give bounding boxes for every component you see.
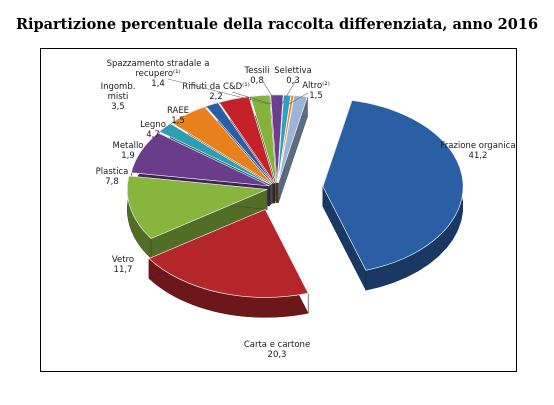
slice-name: misti — [108, 92, 129, 102]
slice-value: 11,7 — [114, 265, 133, 275]
leader-line — [281, 79, 297, 105]
pie-slice-7 — [218, 96, 275, 184]
slice-name: Ingomb. — [101, 82, 136, 92]
slice-value: 20,3 — [268, 350, 287, 360]
slice-name: RAEE — [167, 106, 189, 116]
slice-name: Selettiva — [274, 66, 311, 76]
slice-value: 0,8 — [250, 76, 264, 86]
slice-label: Carta e cartone 20,3 — [244, 340, 310, 360]
pie-slice-11 — [277, 95, 295, 184]
slice-name: Plastica — [96, 167, 129, 177]
leader-line — [261, 79, 278, 105]
leader-line — [288, 92, 309, 105]
slice-value: 0,3 — [286, 76, 300, 86]
slice-value: 2,2 — [209, 92, 223, 102]
slice-label: Selettiva 0,3 — [274, 66, 311, 86]
slice-name: Metallo — [112, 141, 143, 151]
slice-label: Vetro 11,7 — [112, 255, 134, 275]
pie-slice-12 — [278, 95, 308, 184]
pie-slice-2 — [126, 175, 268, 239]
slice-value: 41,2 — [469, 151, 488, 161]
pie-slice-0 — [322, 100, 464, 271]
slice-label: Rifiuti da C&D⁽¹⁾ 2,2 — [182, 82, 249, 102]
slice-name: Frazione organica — [440, 141, 515, 151]
slice-value: 4,7 — [146, 130, 160, 140]
slice-label: Altro⁽²⁾ 1,5 — [302, 81, 330, 101]
slice-name: Carta e cartone — [244, 340, 310, 350]
slice-name: Legno — [140, 120, 166, 130]
slice-value: 3,5 — [111, 102, 125, 112]
slice-label: Tessili 0,8 — [244, 66, 270, 86]
slice-name: Vetro — [112, 255, 134, 265]
chart-title: Ripartizione percentuale della raccolta … — [15, 16, 539, 33]
slice-value: 1,5 — [309, 91, 323, 101]
slice-name: Tessili — [244, 66, 270, 76]
slice-value: 1,5 — [171, 116, 185, 126]
leader-line — [231, 91, 272, 105]
slice-value: 1,4 — [151, 79, 165, 89]
pie-slice-4 — [158, 123, 272, 185]
slice-label: RAEE 1,5 — [167, 106, 189, 126]
pie-slice-3 — [130, 132, 270, 187]
pie-slice-6 — [205, 102, 274, 184]
leader-line — [167, 78, 269, 105]
slice-value: 7,8 — [105, 177, 119, 187]
slice-name: Rifiuti da C&D⁽¹⁾ — [182, 82, 249, 92]
pie-slice-5 — [170, 106, 273, 185]
pie-slice-1 — [148, 209, 309, 298]
pie-slice-9 — [270, 94, 284, 184]
slice-value: 1,9 — [121, 151, 135, 161]
slice-label: Frazione organica 41,2 — [440, 141, 515, 161]
slice-label: Legno 4,7 — [140, 120, 166, 140]
slice-label: Ingomb. misti 3,5 — [101, 82, 136, 112]
slice-label: Metallo 1,9 — [112, 141, 143, 161]
slice-label: Plastica 7,8 — [96, 167, 129, 187]
slice-name: Altro⁽²⁾ — [302, 81, 330, 91]
slice-name: recupero⁽¹⁾ — [135, 69, 180, 79]
slice-name: Spazzamento stradale a — [107, 59, 210, 69]
pie-slice-8 — [250, 94, 277, 184]
slice-label: Spazzamento stradale a recupero⁽¹⁾ 1,4 — [107, 59, 210, 89]
